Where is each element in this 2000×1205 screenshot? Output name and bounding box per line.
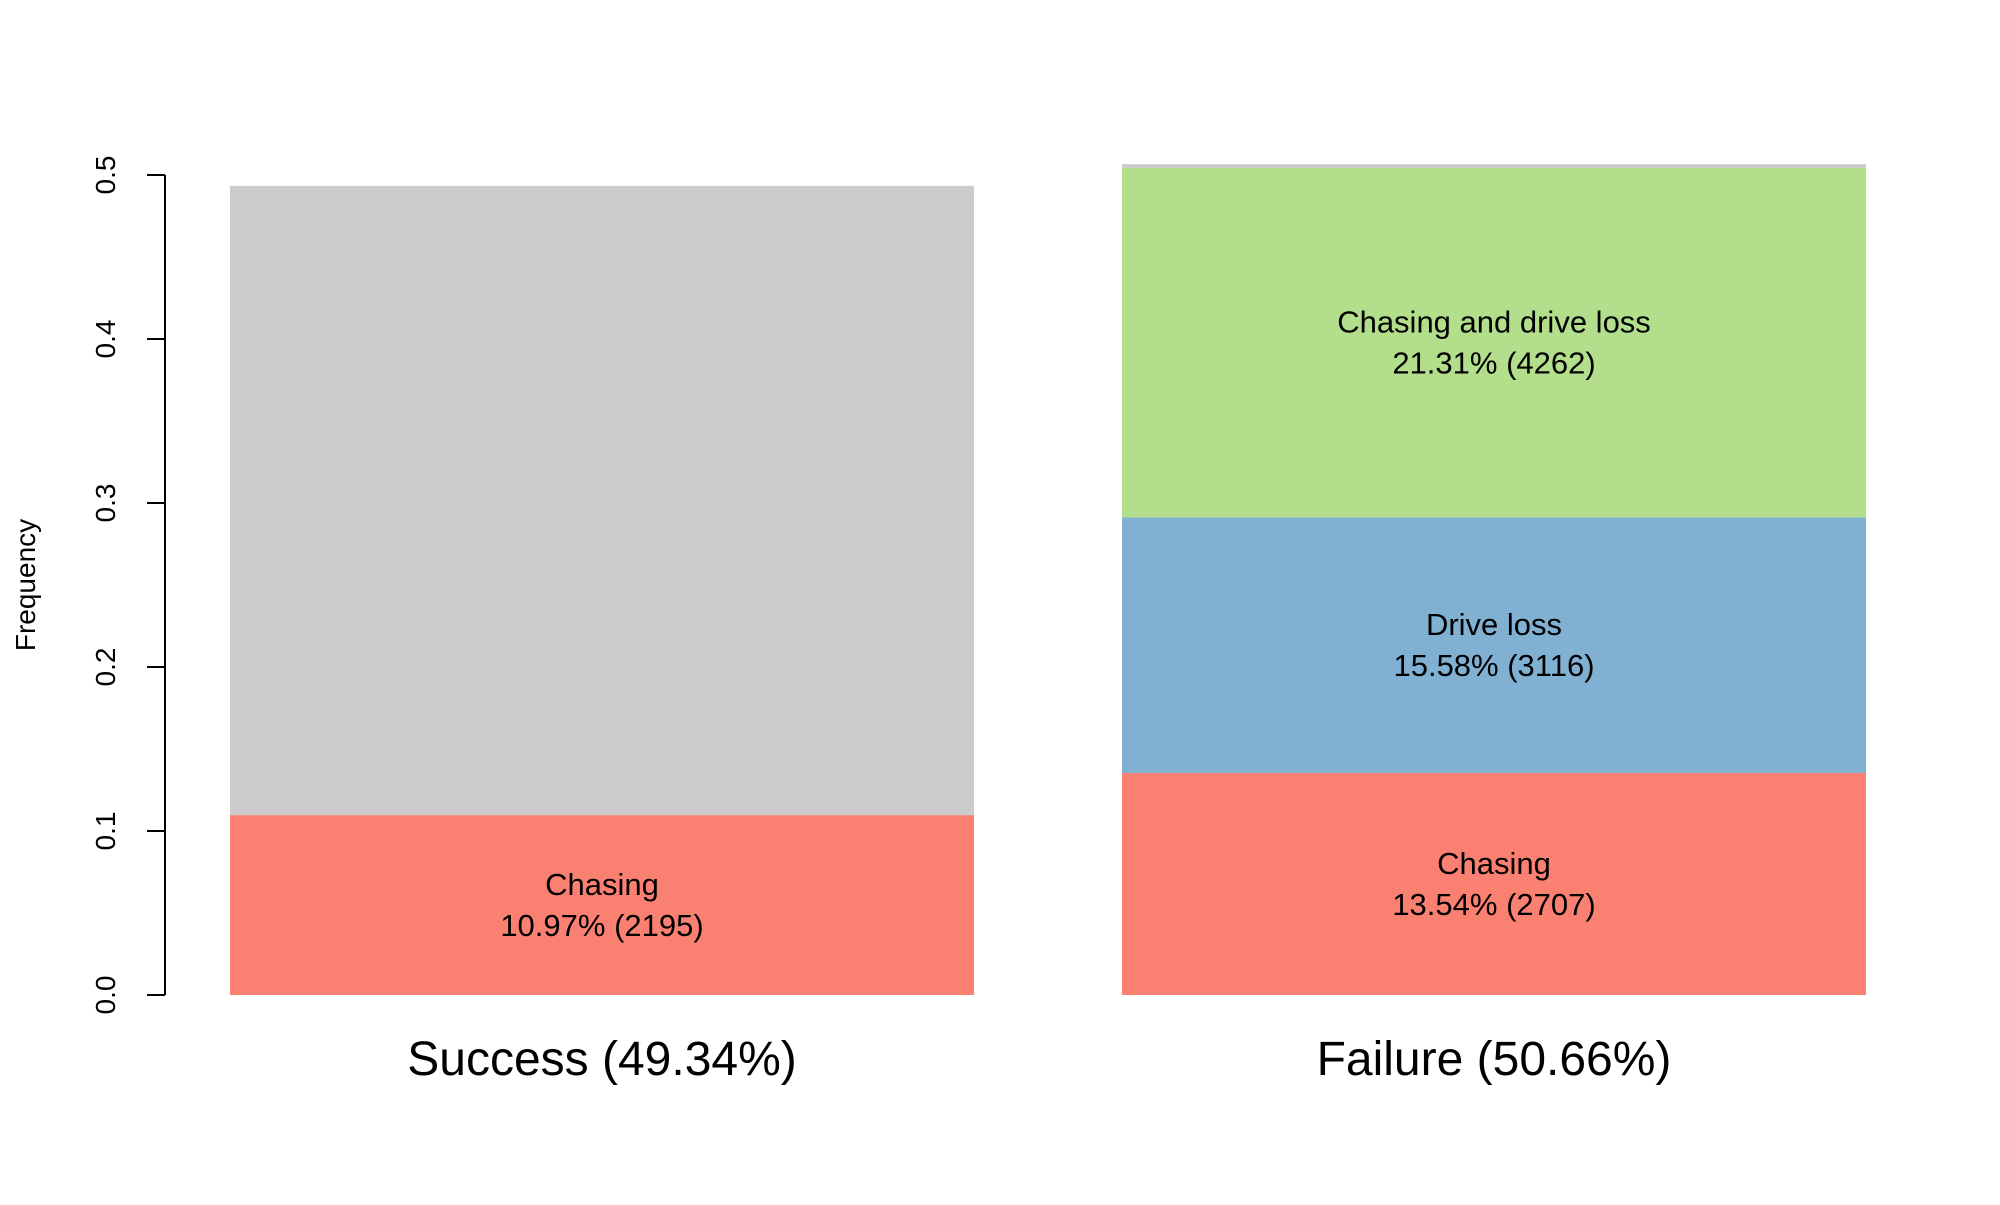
- segment-value-label: 21.31% (4262): [1392, 346, 1595, 381]
- segment-name-label: Chasing and drive loss: [1337, 305, 1651, 340]
- category-label: Success (49.34%): [407, 1033, 797, 1086]
- bar-segment: [1122, 164, 1866, 168]
- labels-group: Chasing 10.97% (2195) Success (49.34%) Chas…: [407, 305, 1671, 1086]
- bar-segment: [1122, 772, 1866, 995]
- segment-value-label: 13.54% (2707): [1392, 887, 1595, 922]
- segment-name-label: Chasing: [1437, 846, 1551, 881]
- bar-segment: [1122, 517, 1866, 773]
- bars-group: [230, 164, 1866, 995]
- y-tick-label: 0.2: [90, 648, 121, 687]
- y-tick-label: 0.4: [90, 320, 121, 359]
- bar-segment: [230, 815, 974, 995]
- segment-name-label: Chasing: [545, 867, 659, 902]
- bar-segment: [1122, 167, 1866, 518]
- segment-value-label: 10.97% (2195): [500, 908, 703, 943]
- bar-segment: [230, 185, 974, 816]
- y-axis: 0.0 0.1 0.2 0.3 0.4 0.5 Frequency: [10, 156, 166, 1015]
- segment-name-label: Drive loss: [1426, 607, 1562, 642]
- y-tick-label: 0.1: [90, 812, 121, 851]
- y-axis-title: Frequency: [10, 519, 41, 651]
- y-tick-label: 0.5: [90, 156, 121, 195]
- segment-value-label: 15.58% (3116): [1393, 648, 1594, 683]
- category-label: Failure (50.66%): [1317, 1033, 1672, 1086]
- y-tick-label: 0.3: [90, 484, 121, 523]
- y-tick-label: 0.0: [90, 976, 121, 1015]
